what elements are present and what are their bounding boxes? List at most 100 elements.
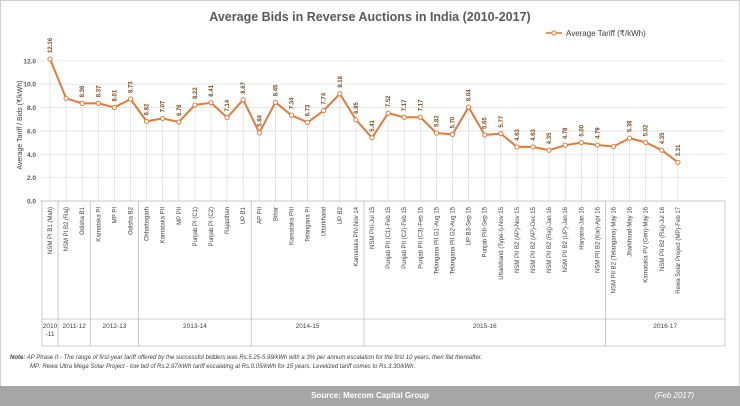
line-chart: 0.0 2.0 4.0 6.0 8.0 10.0 12.0 Average Tariff / … — [16, 29, 726, 347]
category-label: Uttarkhand (Type-I)-Nov 15 — [499, 206, 505, 279]
data-point — [498, 131, 504, 137]
y-tick-label: 8.0 — [27, 105, 36, 112]
category-label: Rewa Solar Project (MP)-Feb 17 — [676, 206, 682, 293]
data-point — [675, 159, 681, 165]
data-point — [256, 130, 262, 136]
data-label: 5.65 — [483, 117, 489, 129]
data-point — [449, 131, 456, 138]
date-text: (Feb 2017) — [654, 391, 694, 400]
data-label: 7.34 — [290, 97, 296, 109]
data-label: 8.37 — [96, 85, 102, 97]
data-point — [482, 132, 488, 138]
data-label: 3.31 — [676, 144, 682, 156]
data-label: 7.17 — [402, 99, 408, 111]
data-label: 8.01 — [112, 89, 118, 101]
data-label: 5.84 — [257, 114, 263, 126]
data-point — [176, 119, 182, 125]
data-point — [144, 118, 150, 124]
category-label: Jharkhand-May 16 — [628, 206, 634, 256]
data-label: 4.78 — [563, 127, 569, 139]
data-label: 7.74 — [322, 92, 328, 104]
data-point — [160, 115, 166, 122]
category-label: NSM PIII-Jul 15 — [370, 206, 376, 249]
category-label: Karnataka PIII — [290, 207, 296, 245]
category-label: Odisha B2 — [129, 206, 135, 235]
category-label: NSM PI B1 (Mah) — [48, 207, 54, 254]
data-label: 6.73 — [306, 104, 312, 116]
data-label: 6.82 — [145, 103, 151, 115]
year-group-label: 2011-12 — [62, 323, 86, 330]
legend-swatch-marker — [551, 30, 557, 36]
category-label: MP PI — [112, 207, 118, 224]
category-label: Karnataka PIV-Nov 14 — [354, 206, 360, 266]
category-label: NSM PII B2 (Telangana)-May 16 — [612, 206, 618, 293]
data-point — [47, 56, 53, 62]
category-label: Telangana PII G2-Aug 15 — [451, 206, 457, 274]
year-group-label: 2016-17 — [653, 323, 677, 330]
data-label: 7.07 — [161, 100, 167, 112]
data-label: 5.00 — [579, 124, 585, 136]
category-label: NSM PII B2 (AP)-Dec 15 — [531, 206, 537, 273]
data-label: 12.16 — [48, 37, 54, 53]
category-label: NSM PII B2 (UP)-Jan 16 — [563, 206, 569, 272]
data-label: 8.45 — [273, 84, 279, 96]
category-label: Telangana PI — [306, 207, 312, 242]
data-label: 4.63 — [515, 129, 521, 141]
data-labels: 12.16 8.36 8.37 8.01 8.73 6.82 7.07 6.76 8.22 8.4… — [48, 37, 682, 156]
y-tick-label: 4.0 — [27, 152, 36, 159]
y-tick-label: 6.0 — [27, 128, 36, 135]
year-group-label: 2010 -11 — [43, 323, 58, 338]
data-label: 5.02 — [644, 124, 650, 136]
data-label: 6.76 — [177, 104, 183, 116]
data-point — [127, 96, 134, 102]
data-point — [385, 110, 391, 116]
category-label: Haryana-Jan 16 — [579, 206, 585, 249]
category-label: Bihar — [273, 207, 279, 221]
legend-label: Average Tariff (₹/kWh) — [566, 29, 646, 38]
series-line — [49, 58, 679, 164]
category-labels: NSM PI B1 (Mah) NSM PI B2 (Raj) Odisha B1 K… — [48, 206, 682, 293]
data-label: 8.73 — [129, 81, 135, 93]
year-group-label: 2015-16 — [473, 323, 497, 330]
y-tick-label: 10.0 — [23, 82, 36, 89]
legend: Average Tariff (₹/kWh) — [546, 29, 646, 38]
data-label: 5.41 — [370, 119, 376, 131]
data-point — [240, 97, 246, 103]
data-point — [401, 114, 407, 120]
data-point — [272, 99, 278, 105]
category-label: NSM PI B2 (Raj) — [64, 207, 70, 251]
data-point — [546, 147, 552, 153]
data-label: 9.18 — [338, 75, 344, 87]
data-label: 8.22 — [193, 87, 199, 99]
data-point — [369, 135, 375, 141]
category-label: Punjab PIII-Sep 15 — [483, 206, 489, 257]
data-point — [433, 130, 439, 136]
data-label: 8.41 — [209, 84, 215, 96]
category-label: Chhattisgarh — [145, 207, 151, 241]
category-label: Punjab PII (C2)-Feb 15 — [402, 206, 408, 268]
data-point — [466, 104, 472, 110]
category-label: Telangana PII G1-Aug 15 — [434, 206, 440, 274]
data-point — [594, 142, 601, 148]
data-point — [417, 114, 423, 120]
data-point — [79, 100, 85, 106]
data-point — [224, 115, 230, 121]
data-point — [610, 143, 617, 150]
data-label: 7.17 — [418, 99, 424, 111]
source-text: Source: Mercom Capital Group — [311, 391, 429, 400]
category-label: Punjab PI (C2) — [209, 207, 215, 246]
data-point — [288, 112, 295, 118]
footer-bar: Source: Mercom Capital Group (Feb 2017) — [0, 386, 740, 406]
data-point — [208, 100, 214, 106]
category-label: UP B3-Sep 15 — [467, 206, 473, 245]
axes: 0.0 2.0 4.0 6.0 8.0 10.0 12.0 Average Tariff / … — [16, 58, 725, 206]
category-label: Odisha B1 — [80, 206, 86, 235]
category-label: NSM PII B2 (Raj)-Jan 16 — [547, 206, 553, 273]
category-label: NSM PII B2 (Kar)-Apr 16 — [595, 206, 601, 273]
category-label: Uttarkhand — [322, 207, 328, 236]
category-label: Karnataka PV (Gen)-May 16 — [644, 206, 650, 282]
data-label: 7.52 — [386, 95, 392, 107]
category-label: Punjab PI (C1) — [193, 207, 199, 246]
data-label: 5.82 — [434, 115, 440, 127]
